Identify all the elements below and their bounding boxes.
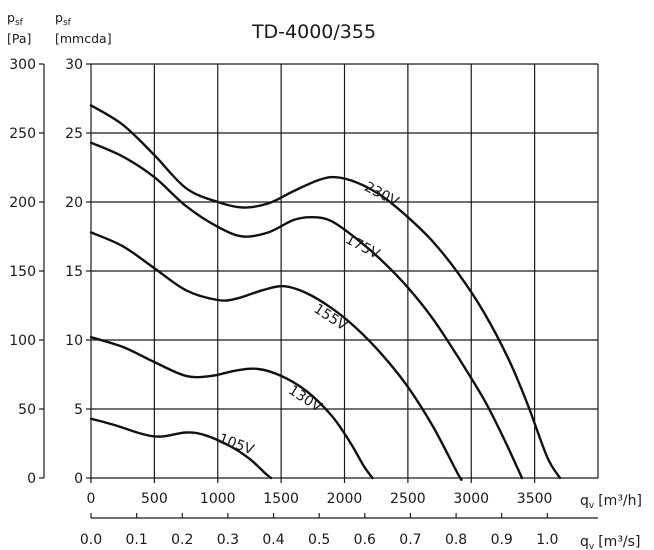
y-tick-label-mm: 5 <box>74 402 83 418</box>
series-label-175V: 175V <box>343 231 383 262</box>
y-tick-label-mm: 0 <box>74 471 83 487</box>
x2-tick-label: 0.7 <box>399 532 421 548</box>
y-axis-pa-symbol: p <box>7 10 15 25</box>
y-tick-label-mm: 15 <box>65 264 83 280</box>
x-tick-label: 3500 <box>517 491 553 507</box>
x-axis-unit: [m³/h] <box>598 493 642 509</box>
x-tick-label: 0 <box>87 491 96 507</box>
x2-axis-symbol: q <box>580 534 589 550</box>
y-tick-label-mm: 30 <box>65 57 83 73</box>
y-tick-label-pa: 0 <box>27 471 36 487</box>
series-label-105V: 105V <box>216 431 256 459</box>
y-tick-label-mm: 25 <box>65 126 83 142</box>
y-tick-label-mm: 20 <box>65 195 83 211</box>
axes <box>39 63 598 519</box>
series-line-155V <box>89 231 463 481</box>
y-tick-label-pa: 150 <box>9 264 36 280</box>
series-line-230V <box>89 104 562 480</box>
y-axis-pa-label: psf <box>7 10 24 28</box>
x-tick-label: 2000 <box>327 491 363 507</box>
y-axis-pa-unit: [Pa] <box>7 31 31 46</box>
y-tick-label-pa: 50 <box>18 402 36 418</box>
series-line-175V <box>89 141 524 480</box>
x2-axis-subscript: v <box>589 542 595 550</box>
chart-title: TD-4000/355 <box>251 21 376 43</box>
series-line-130V <box>89 336 374 480</box>
series-line-105V <box>89 417 273 480</box>
x2-tick-label: 1.0 <box>536 532 558 548</box>
x-tick-label: 3000 <box>453 491 489 507</box>
x-axis-subscript: v <box>589 501 595 511</box>
x2-tick-label: 0.8 <box>445 532 467 548</box>
y-axis-mm-symbol: p <box>55 10 63 25</box>
series-label-230V: 230V <box>362 179 402 210</box>
x-axis-symbol: q <box>580 493 589 509</box>
x-tick-label: 2500 <box>390 491 426 507</box>
y-tick-label-pa: 200 <box>9 195 36 211</box>
x-tick-label: 1000 <box>200 491 236 507</box>
series-label-130V: 130V <box>285 382 325 415</box>
y-tick-label-pa: 300 <box>9 57 36 73</box>
x-tick-label: 1500 <box>263 491 299 507</box>
x-tick-label: 500 <box>141 491 168 507</box>
y-axis-mm-label: psf <box>55 10 72 28</box>
series-curves <box>89 104 562 481</box>
x2-tick-label: 0.2 <box>171 532 193 548</box>
y-axis-pa-subscript: sf <box>15 18 24 28</box>
x2-axis-label: qv [m³/s] <box>580 534 640 550</box>
y-axis-mm-subscript: sf <box>63 18 72 28</box>
x2-axis-unit: [m³/s] <box>598 534 640 550</box>
x2-tick-label: 0.5 <box>308 532 330 548</box>
y-axis-mm-unit: [mmcda] <box>55 31 112 46</box>
y-tick-label-mm: 10 <box>65 333 83 349</box>
x2-tick-label: 0.9 <box>491 532 513 548</box>
x2-tick-label: 0.3 <box>217 532 239 548</box>
x2-tick-label: 0.1 <box>126 532 148 548</box>
x-axis-label: qv [m³/h] <box>580 493 642 511</box>
x2-tick-label: 0.6 <box>354 532 376 548</box>
y-tick-label-pa: 250 <box>9 126 36 142</box>
grid-lines <box>91 63 599 478</box>
x2-tick-label: 0.4 <box>262 532 284 548</box>
x2-tick-label: 0.0 <box>80 532 102 548</box>
y-tick-label-pa: 100 <box>9 333 36 349</box>
